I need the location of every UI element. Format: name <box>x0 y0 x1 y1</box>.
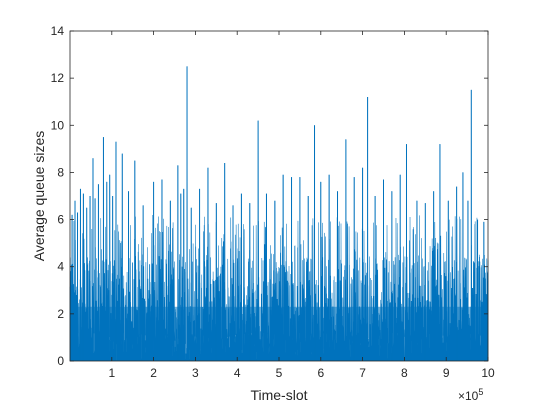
x-tick-label: 6 <box>317 366 324 380</box>
x-axis-exponent-power: 5 <box>478 387 483 397</box>
series-layer <box>69 66 489 361</box>
x-tick-label: 3 <box>192 366 199 380</box>
tick-layer <box>70 30 489 362</box>
y-tick-label: 14 <box>51 24 65 38</box>
y-tick-label: 10 <box>51 118 65 132</box>
y-tick-label: 8 <box>57 165 64 179</box>
x-tick-label: 9 <box>443 366 450 380</box>
y-axis-label: Average queue sizes <box>31 131 47 262</box>
y-tick-label: 0 <box>57 354 64 368</box>
series-dense-band-0 <box>70 306 488 361</box>
x-axis-exponent-base: ×10 <box>458 389 479 403</box>
x-axis-exponent: ×105 <box>458 387 483 403</box>
y-tick-label: 4 <box>57 260 64 274</box>
y-tick-label: 2 <box>57 307 64 321</box>
x-tick-label: 2 <box>150 366 157 380</box>
y-tick-label: 6 <box>57 213 64 227</box>
x-tick-label: 1 <box>108 366 115 380</box>
y-tick-label: 12 <box>51 71 65 85</box>
x-tick-label: 10 <box>481 366 495 380</box>
x-tick-label: 7 <box>359 366 366 380</box>
x-tick-label: 4 <box>234 366 241 380</box>
x-tick-label: 8 <box>401 366 408 380</box>
x-axis-label: Time-slot <box>250 387 307 403</box>
x-tick-label: 5 <box>276 366 283 380</box>
